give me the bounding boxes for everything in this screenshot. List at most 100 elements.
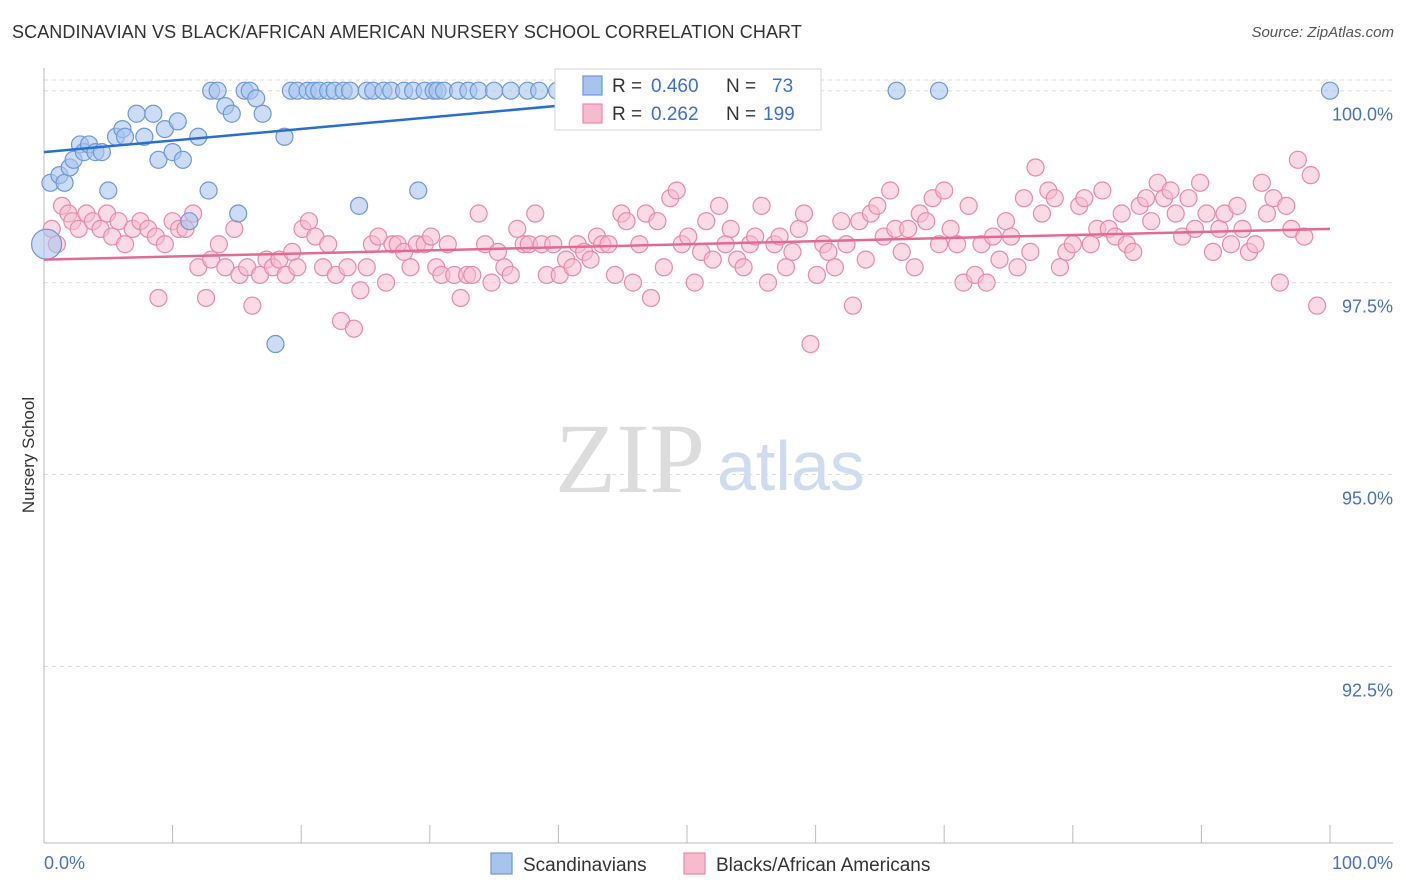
point-blacks-132: [868, 196, 887, 215]
gridlines: [44, 79, 1393, 667]
chart-title: SCANDINAVIAN VS BLACK/AFRICAN AMERICAN N…: [12, 22, 802, 42]
point-blacks-70: [488, 242, 508, 262]
legend-swatch-blacks: [582, 103, 603, 124]
point-blacks-202: [1295, 227, 1314, 246]
point-scandinavians-27: [208, 81, 227, 100]
point-blacks-112: [746, 227, 765, 246]
legend-r-label-1: R =: [612, 76, 642, 97]
point-blacks-18: [155, 235, 174, 254]
point-blacks-46: [338, 258, 357, 277]
point-scandinavians-60: [469, 81, 488, 100]
point-blacks-125: [825, 258, 844, 277]
point-blacks-51: [369, 227, 388, 246]
legend-r-label-2: R =: [612, 104, 642, 125]
point-blacks-153: [996, 212, 1016, 231]
point-scandinavians-29: [222, 104, 241, 123]
point-blacks-142: [929, 235, 949, 254]
point-blacks-88: [599, 235, 618, 254]
point-blacks-73: [508, 219, 527, 238]
point-blacks-49: [357, 258, 376, 277]
point-blacks-66: [463, 265, 482, 285]
point-scandinavians-3: [55, 173, 74, 192]
legend-r-value-1: 0.460: [651, 76, 699, 97]
point-blacks-17: [149, 288, 168, 308]
point-blacks-134: [881, 181, 900, 200]
bottom-legend-label-scandinavians: Scandinavians: [523, 855, 647, 876]
point-blacks-27: [216, 258, 235, 277]
point-blacks-201: [1288, 150, 1307, 169]
point-blacks-198: [1270, 273, 1289, 292]
point-blacks-203: [1301, 166, 1320, 185]
point-blacks-180: [1161, 181, 1180, 200]
y-tick-label-0: 100.0%: [1332, 105, 1393, 125]
point-blacks-145: [947, 235, 967, 254]
point-blacks-28: [225, 219, 244, 238]
watermark-zip: ZIP: [555, 403, 705, 514]
point-blacks-104: [697, 212, 716, 231]
y-axis-label: Nursery School: [19, 397, 38, 513]
trend-line-blacks: [43, 227, 1331, 261]
point-blacks-79: [544, 235, 563, 254]
point-blacks-105: [703, 250, 722, 269]
point-blacks-38: [288, 258, 307, 277]
point-blacks-150: [977, 273, 996, 292]
point-scandinavians-62: [501, 81, 520, 100]
point-blacks-169: [1093, 181, 1112, 200]
point-scandinavians-35: [266, 334, 285, 354]
point-blacks-195: [1252, 173, 1271, 192]
point-blacks-199: [1277, 196, 1296, 215]
y-tick-label-2: 95.0%: [1342, 489, 1393, 509]
point-blacks-190: [1221, 235, 1241, 254]
point-blacks-128: [843, 296, 862, 315]
point-blacks-40: [299, 212, 319, 231]
point-scandinavians-72: [1320, 81, 1340, 100]
legend-swatch-scandinavians: [582, 75, 603, 96]
point-blacks-82: [563, 258, 582, 277]
series-legend: Scandinavians Blacks/African Americans: [490, 852, 930, 876]
point-blacks-188: [1210, 219, 1229, 238]
point-blacks-92: [623, 273, 643, 292]
point-blacks-167: [1081, 235, 1100, 254]
point-blacks-64: [451, 288, 470, 308]
y-tick-label-3: 92.5%: [1342, 680, 1393, 700]
point-blacks-110: [734, 258, 753, 277]
point-blacks-172: [1112, 204, 1131, 223]
x-tick-label-min: 0.0%: [44, 853, 85, 873]
point-blacks-85: [581, 250, 600, 269]
point-blacks-48: [351, 281, 370, 300]
bottom-legend-label-blacks: Blacks/African Americans: [716, 855, 930, 876]
stats-legend: R = 0.460 N = 73 R = 0.262 N = 199: [554, 68, 822, 131]
series-blacks-african-americans: [42, 150, 1327, 354]
point-scandinavians-45: [340, 81, 360, 100]
point-blacks-5: [69, 219, 88, 238]
point-blacks-118: [783, 242, 802, 262]
point-blacks-52: [376, 273, 396, 292]
point-scandinavians-33: [247, 89, 266, 108]
bottom-legend-swatch-blacks: [683, 852, 706, 875]
point-blacks-155: [1008, 258, 1027, 277]
point-blacks-196: [1257, 204, 1277, 223]
point-blacks-96: [648, 212, 667, 231]
point-blacks-37: [283, 242, 302, 262]
point-blacks-181: [1166, 204, 1185, 223]
point-scandinavians-34: [253, 104, 272, 123]
point-blacks-72: [501, 265, 520, 285]
point-blacks-127: [837, 235, 856, 254]
point-scandinavians-0: [30, 228, 63, 260]
point-blacks-24: [196, 288, 216, 308]
point-blacks-136: [892, 242, 911, 262]
point-scandinavians-21: [168, 112, 187, 131]
point-blacks-120: [794, 204, 814, 223]
point-blacks-99: [667, 181, 686, 200]
point-blacks-101: [679, 227, 698, 246]
point-blacks-67: [469, 204, 488, 223]
point-blacks-162: [1050, 258, 1070, 277]
point-blacks-47: [344, 319, 364, 338]
legend-n-label-1: N =: [726, 76, 756, 97]
point-scandinavians-53: [409, 181, 428, 200]
point-blacks-140: [917, 212, 936, 231]
point-blacks-161: [1045, 189, 1064, 208]
point-blacks-138: [905, 258, 924, 277]
bottom-legend-swatch-scandinavians: [490, 852, 513, 875]
point-blacks-191: [1228, 196, 1247, 215]
